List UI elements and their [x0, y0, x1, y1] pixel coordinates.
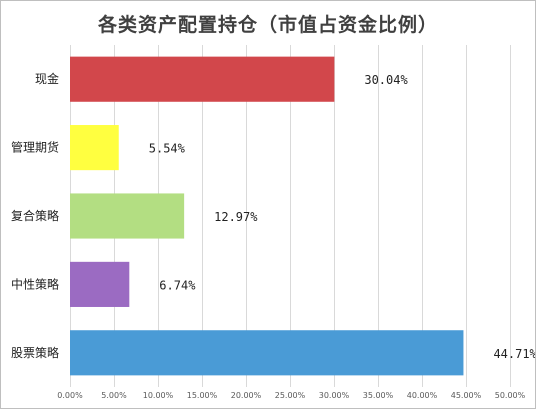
value-label-3: 6.74% — [159, 278, 196, 292]
bar-4 — [70, 330, 464, 376]
bars — [70, 56, 464, 376]
value-label-2: 12.97% — [214, 210, 258, 224]
x-tick-label-5: 25.00% — [275, 391, 306, 400]
value-label-0: 30.04% — [364, 73, 408, 87]
x-tick-label-4: 20.00% — [231, 391, 262, 400]
x-tick-label-0: 0.00% — [57, 391, 83, 400]
x-tick-label-2: 10.00% — [143, 391, 174, 400]
category-label-2: 复合策略 — [11, 208, 59, 223]
category-label-4: 股票策略 — [11, 345, 59, 360]
category-label-1: 管理期货 — [11, 140, 59, 155]
bar-0 — [70, 56, 335, 102]
x-tick-labels: 0.00% 5.00% 10.00% 15.00% 20.00% 25.00% 30.00%… — [57, 391, 525, 400]
value-label-1: 5.54% — [149, 142, 186, 156]
x-tick-label-1: 5.00% — [101, 391, 127, 400]
value-label-4: 44.71% — [493, 347, 535, 361]
chart-title: 各类资产配置持仓（市值占资金比例） — [97, 14, 438, 36]
value-labels: 30.04% 5.54% 12.97% 6.74% 44.71% — [149, 73, 535, 361]
x-tick-label-7: 35.00% — [363, 391, 394, 400]
bar-2 — [70, 193, 185, 239]
bar-1 — [70, 125, 119, 171]
x-tick-label-8: 40.00% — [407, 391, 438, 400]
category-label-3: 中性策略 — [11, 276, 59, 291]
bar-3 — [70, 261, 130, 307]
x-tick-label-9: 45.00% — [451, 391, 482, 400]
x-tick-label-6: 30.00% — [319, 391, 350, 400]
x-tick-label-10: 50.00% — [495, 391, 526, 400]
x-tick-label-3: 15.00% — [187, 391, 218, 400]
category-label-0: 现金 — [35, 71, 59, 86]
